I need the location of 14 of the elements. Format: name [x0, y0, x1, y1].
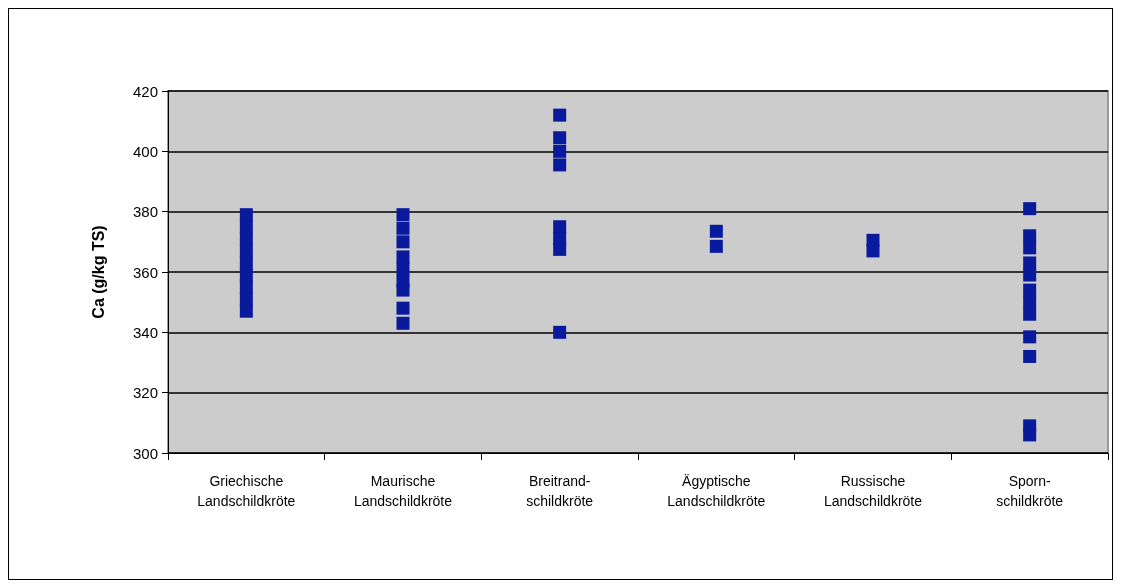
y-tick-label: 380 [132, 203, 158, 221]
y-tick-label: 420 [132, 82, 158, 100]
x-tick-label: Griechische Landschildkröte [197, 473, 296, 509]
x-tick-label: Russische Landschildkröte [823, 473, 923, 509]
y-tick-label: 400 [132, 142, 158, 160]
y-axis-title: Ca (g/kg TS) [89, 225, 107, 319]
x-tick-label: Ägyptische Landschildkröte [667, 473, 766, 509]
y-tick-label: 320 [132, 384, 158, 402]
x-tick-label: Sporn- schildkröte [996, 473, 1064, 509]
y-tick-label: 340 [132, 323, 158, 341]
y-tick-label: 360 [132, 263, 158, 281]
y-tick-label: 300 [132, 444, 158, 462]
x-tick-label: Maurische Landschildkröte [353, 473, 453, 509]
x-tick-label: Breitrand- schildkröte [526, 473, 594, 509]
